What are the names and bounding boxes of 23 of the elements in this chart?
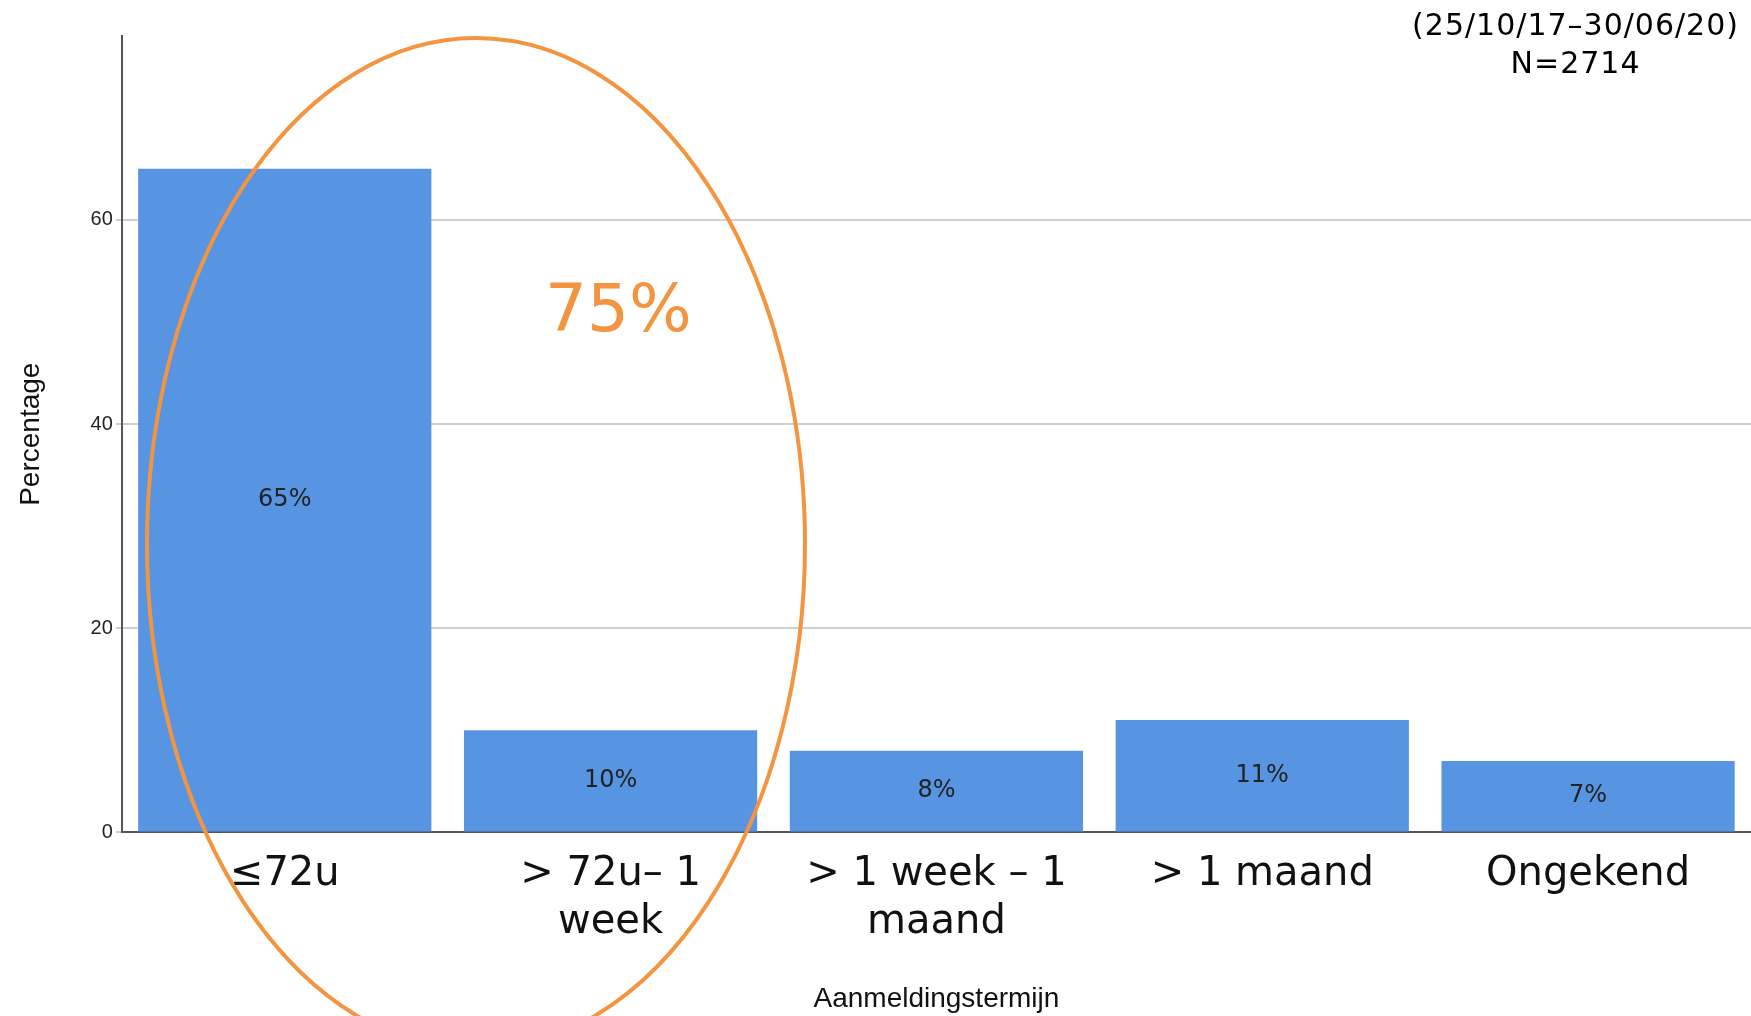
data-label: 8% <box>917 775 956 804</box>
bar <box>1115 720 1409 832</box>
annotation: N=2714 <box>1509 44 1642 82</box>
data-label: 11% <box>1235 759 1289 788</box>
x-tick-label: Ongekend <box>1486 847 1691 894</box>
y-tick-label: 20 <box>90 615 113 638</box>
bar <box>789 750 1084 832</box>
bar <box>463 730 758 832</box>
bar <box>1441 760 1735 832</box>
annotation: (25/10/17–30/06/20) <box>1412 6 1739 44</box>
y-axis-title: Percentage <box>13 362 45 506</box>
annotation: 75% <box>545 270 692 347</box>
x-tick-label: ≤72u <box>229 847 340 894</box>
x-axis-title: Aanmeldingstermijn <box>813 981 1060 1013</box>
y-tick-label: 60 <box>90 207 113 230</box>
data-label: 7% <box>1569 780 1608 809</box>
data-label: 10% <box>583 765 638 794</box>
data-label: 65% <box>258 484 312 513</box>
y-tick-label: 40 <box>90 411 113 434</box>
y-tick-label: 0 <box>101 819 113 842</box>
x-tick-label: > 1 week – 1 maand <box>806 847 1067 942</box>
x-tick-label: > 72u– 1 week <box>520 847 701 942</box>
x-tick-label: > 1 maand <box>1150 847 1374 894</box>
